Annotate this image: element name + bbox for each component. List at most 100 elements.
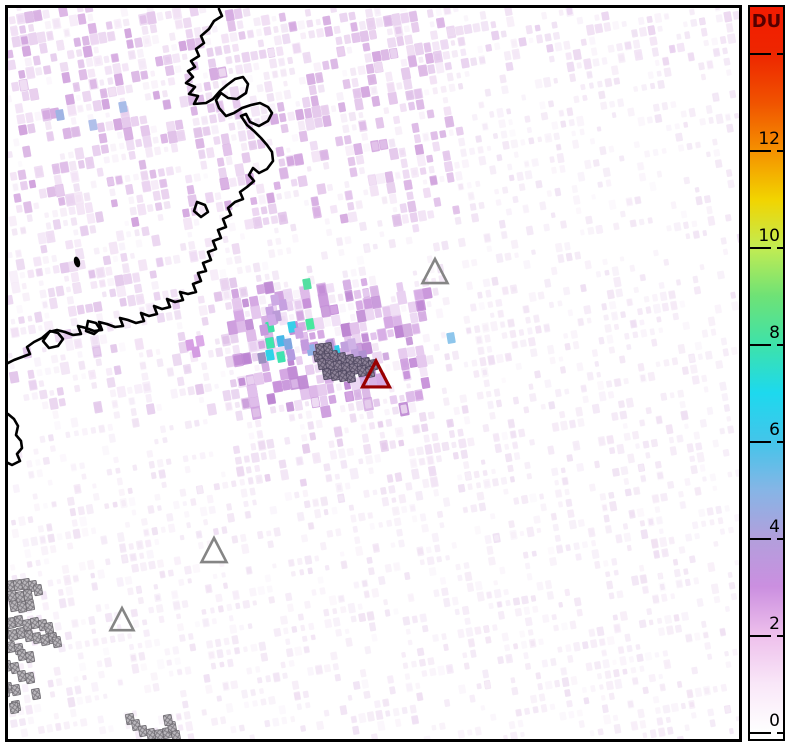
noise-pixel: [21, 36, 29, 45]
noise-pixel: [275, 91, 283, 101]
noise-pixel: [191, 454, 197, 460]
noise-pixel: [229, 32, 238, 42]
noise-pixel: [518, 183, 526, 192]
noise-pixel: [301, 96, 311, 108]
noise-pixel: [355, 309, 367, 323]
noise-pixel: [514, 252, 519, 258]
noise-pixel: [519, 630, 526, 638]
noise-pixel: [688, 700, 696, 710]
noise-pixel: [258, 194, 267, 205]
noise-pixel: [11, 36, 21, 48]
noise-pixel: [301, 443, 311, 454]
noise-pixel: [78, 360, 86, 371]
noise-pixel: [106, 31, 116, 42]
noise-pixel: [531, 550, 537, 557]
noise-pixel: [132, 565, 138, 572]
noise-pixel: [249, 487, 256, 496]
noise-pixel: [46, 30, 54, 41]
noise-pixel: [379, 431, 386, 439]
noise-pixel: [443, 106, 452, 116]
noise-pixel: [492, 624, 498, 631]
noise-pixel: [130, 70, 141, 83]
noise-pixel: [96, 660, 103, 668]
noise-pixel: [601, 303, 607, 311]
noise-pixel: [223, 682, 229, 690]
noise-pixel: [72, 721, 78, 727]
noise-pixel: [585, 24, 595, 36]
noise-pixel: [405, 336, 414, 346]
noise-pixel: [353, 389, 363, 401]
noise-pixel: [702, 685, 712, 696]
noise-pixel: [12, 484, 20, 494]
noise-pixel: [448, 430, 456, 439]
noise-pixel: [559, 164, 566, 173]
noise-pixel: [402, 616, 411, 626]
noise-pixel: [138, 159, 147, 170]
noise-pixel: [453, 406, 460, 416]
noise-pixel: [309, 432, 317, 441]
noise-pixel: [219, 178, 230, 190]
noise-pixel: [672, 312, 680, 321]
noise-pixel: [430, 131, 439, 141]
noise-pixel: [669, 392, 675, 399]
noise-pixel: [569, 419, 576, 429]
noise-pixel: [638, 218, 645, 226]
noise-pixel: [428, 567, 437, 577]
noise-pixel: [396, 82, 403, 90]
noise-pixel: [337, 193, 344, 201]
noise-pixel: [21, 45, 32, 57]
noise-pixel: [137, 259, 148, 272]
noise-pixel: [501, 431, 509, 441]
noise-pixel: [650, 538, 659, 549]
noise-pixel: [711, 37, 719, 46]
noise-pixel: [441, 240, 449, 251]
noise-pixel: [135, 293, 145, 305]
noise-pixel: [583, 305, 592, 315]
noise-pixel: [340, 459, 348, 469]
noise-pixel: [644, 652, 653, 661]
noise-pixel: [736, 233, 739, 243]
noise-pixel: [524, 461, 531, 470]
noise-pixel: [544, 324, 550, 332]
noise-pixel: [113, 456, 119, 464]
noise-pixel: [523, 406, 530, 414]
noise-pixel: [257, 530, 264, 540]
noise-pixel: [337, 47, 345, 56]
noise-pixel: [236, 175, 246, 187]
noise-pixel: [639, 574, 648, 585]
noise-pixel: [275, 146, 285, 157]
noise-pixel: [38, 188, 48, 199]
noise-pixel: [677, 144, 685, 152]
noise-pixel: [255, 274, 262, 282]
noise-pixel: [176, 376, 185, 387]
noise-pixel: [547, 344, 555, 355]
noise-pixel: [229, 379, 237, 388]
noise-pixel: [388, 239, 397, 249]
noise-pixel: [411, 660, 417, 668]
noise-pixel: [328, 595, 338, 606]
noise-pixel: [301, 635, 308, 642]
noise-pixel: [602, 659, 610, 669]
noise-pixel: [618, 400, 625, 409]
noise-pixel: [430, 30, 439, 40]
noise-pixel: [512, 396, 520, 405]
noise-pixel: [210, 607, 215, 614]
noise-pixel: [32, 256, 42, 267]
noise-pixel: [42, 256, 50, 264]
noise-pixel: [408, 448, 416, 457]
noise-pixel: [466, 281, 474, 291]
noise-pixel: [601, 57, 608, 65]
noise-pixel: [675, 279, 682, 286]
noise-pixel: [466, 327, 472, 334]
noise-pixel: [398, 8, 407, 13]
noise-pixel: [252, 408, 261, 418]
noise-pixel: [145, 393, 153, 403]
noise-pixel: [706, 406, 714, 416]
noise-pixel: [245, 329, 257, 342]
so2-data-pixel: [302, 278, 312, 290]
noise-pixel: [333, 25, 341, 35]
noise-pixel: [74, 384, 81, 393]
noise-pixel: [350, 22, 358, 32]
noise-pixel: [521, 94, 527, 101]
noise-pixel: [407, 593, 415, 603]
